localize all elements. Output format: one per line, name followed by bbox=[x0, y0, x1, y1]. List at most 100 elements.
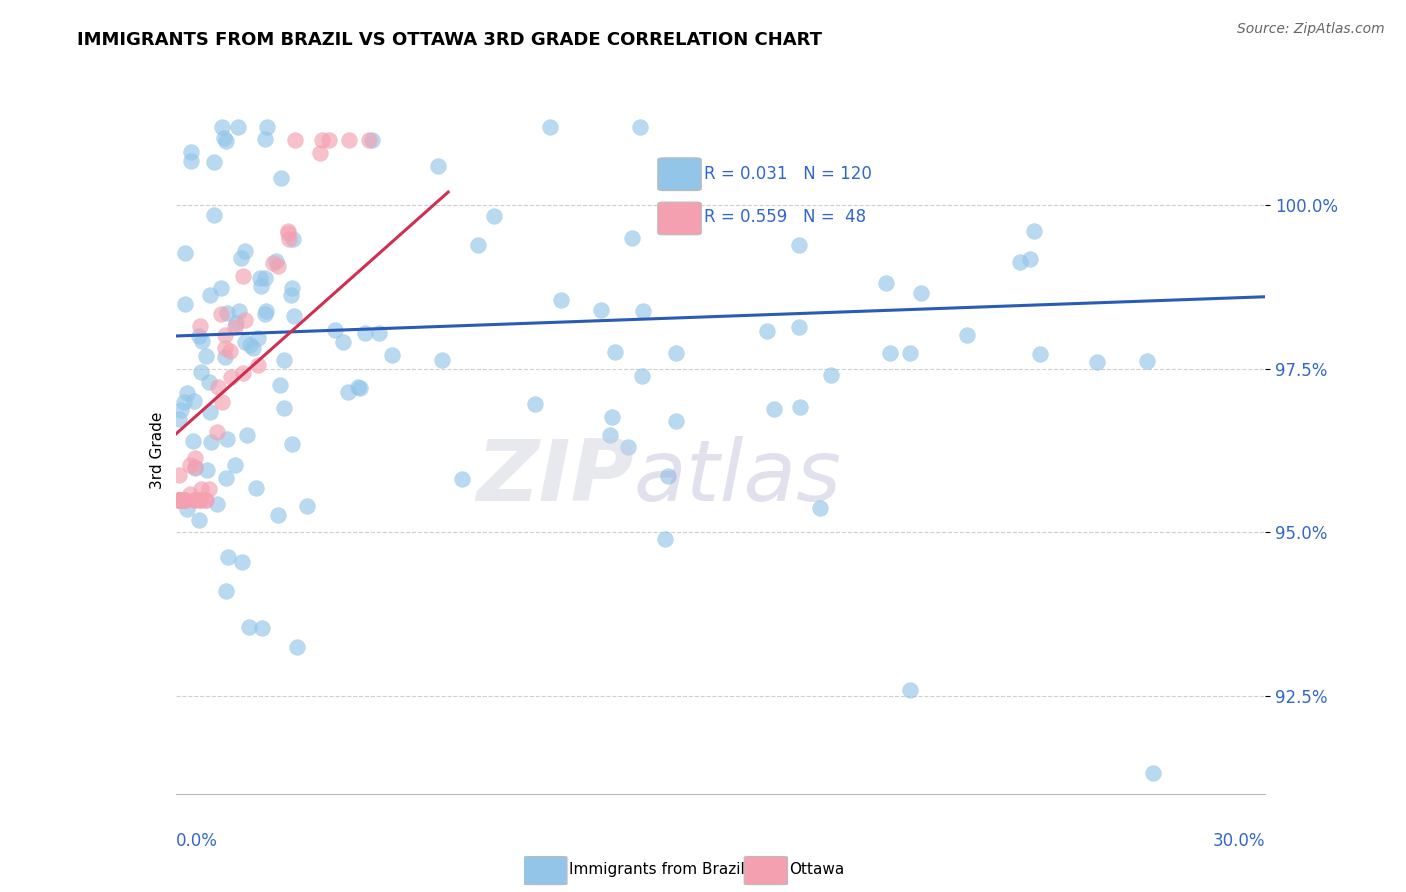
Text: Ottawa: Ottawa bbox=[790, 863, 845, 877]
Point bbox=[467, 237, 489, 252]
Point bbox=[207, 380, 229, 394]
Point bbox=[1029, 347, 1052, 361]
Point bbox=[190, 492, 212, 507]
Point bbox=[763, 401, 786, 416]
Point bbox=[657, 469, 679, 483]
Point bbox=[197, 482, 219, 496]
Text: IMMIGRANTS FROM BRAZIL VS OTTAWA 3RD GRADE CORRELATION CHART: IMMIGRANTS FROM BRAZIL VS OTTAWA 3RD GRA… bbox=[77, 31, 823, 49]
Point bbox=[211, 120, 233, 134]
Point bbox=[630, 368, 652, 383]
Point bbox=[1142, 766, 1164, 780]
Point bbox=[250, 621, 273, 635]
Point bbox=[211, 307, 233, 321]
Y-axis label: 3rd Grade: 3rd Grade bbox=[149, 412, 165, 489]
Point bbox=[169, 492, 191, 507]
Point bbox=[600, 410, 623, 425]
Point bbox=[174, 492, 197, 507]
Point bbox=[280, 288, 302, 302]
Point bbox=[188, 513, 211, 527]
Point bbox=[169, 492, 191, 507]
Point bbox=[599, 427, 621, 442]
Point bbox=[482, 209, 505, 223]
Point bbox=[368, 326, 391, 340]
Point bbox=[278, 232, 301, 246]
Point bbox=[172, 492, 194, 507]
Point bbox=[603, 345, 626, 359]
Point bbox=[347, 380, 370, 394]
Point bbox=[229, 251, 252, 265]
Point bbox=[184, 450, 207, 465]
Point bbox=[225, 316, 247, 330]
Point bbox=[188, 328, 211, 343]
Point bbox=[188, 319, 211, 334]
Point bbox=[224, 458, 246, 473]
Point bbox=[194, 492, 217, 507]
Point bbox=[426, 159, 449, 173]
Point bbox=[202, 208, 225, 222]
Text: 0.0%: 0.0% bbox=[176, 831, 218, 850]
Point bbox=[269, 378, 291, 392]
Point bbox=[179, 486, 201, 500]
Point bbox=[190, 365, 212, 379]
Point bbox=[173, 492, 195, 507]
Point bbox=[215, 584, 238, 599]
Point bbox=[214, 350, 236, 364]
Point bbox=[875, 276, 897, 290]
Point bbox=[170, 403, 193, 417]
Point bbox=[267, 259, 290, 273]
Point bbox=[664, 346, 686, 360]
Point bbox=[787, 320, 810, 334]
FancyBboxPatch shape bbox=[523, 856, 567, 885]
Point bbox=[1022, 225, 1045, 239]
Point bbox=[205, 497, 228, 511]
Text: ZIP: ZIP bbox=[475, 436, 633, 519]
FancyBboxPatch shape bbox=[658, 158, 702, 191]
Point bbox=[273, 401, 295, 416]
Point bbox=[956, 327, 979, 342]
Point bbox=[180, 145, 202, 159]
Point bbox=[898, 682, 921, 697]
Point bbox=[879, 345, 901, 359]
Point bbox=[195, 492, 218, 507]
Point bbox=[318, 133, 340, 147]
Point bbox=[169, 412, 191, 426]
Point bbox=[176, 385, 198, 400]
Point bbox=[1019, 252, 1042, 266]
Point bbox=[207, 425, 229, 439]
Point bbox=[1008, 255, 1031, 269]
Point bbox=[1085, 355, 1108, 369]
Point bbox=[181, 434, 204, 449]
Point bbox=[381, 348, 404, 362]
Point bbox=[184, 459, 207, 474]
Point bbox=[267, 508, 290, 522]
Point bbox=[281, 281, 304, 295]
Point bbox=[215, 135, 238, 149]
Point bbox=[277, 224, 299, 238]
Point bbox=[808, 500, 831, 515]
Point bbox=[336, 385, 359, 400]
Point bbox=[357, 133, 380, 147]
Point bbox=[226, 120, 249, 134]
Point bbox=[630, 120, 652, 134]
Point bbox=[219, 369, 242, 384]
Point bbox=[256, 120, 278, 134]
Point bbox=[215, 471, 238, 485]
Point bbox=[173, 297, 195, 311]
Point bbox=[242, 341, 264, 355]
Point bbox=[283, 309, 305, 323]
Point bbox=[323, 323, 346, 337]
Point bbox=[654, 533, 676, 547]
Point bbox=[190, 482, 212, 496]
Point bbox=[277, 226, 299, 240]
Point bbox=[332, 334, 354, 349]
Point bbox=[281, 437, 304, 451]
Point bbox=[173, 245, 195, 260]
Point bbox=[631, 304, 654, 318]
Point bbox=[232, 268, 254, 283]
Point bbox=[284, 133, 307, 147]
Point bbox=[215, 432, 238, 446]
Point bbox=[169, 468, 191, 483]
Point bbox=[211, 395, 233, 409]
FancyBboxPatch shape bbox=[658, 202, 702, 235]
Point bbox=[179, 458, 201, 473]
